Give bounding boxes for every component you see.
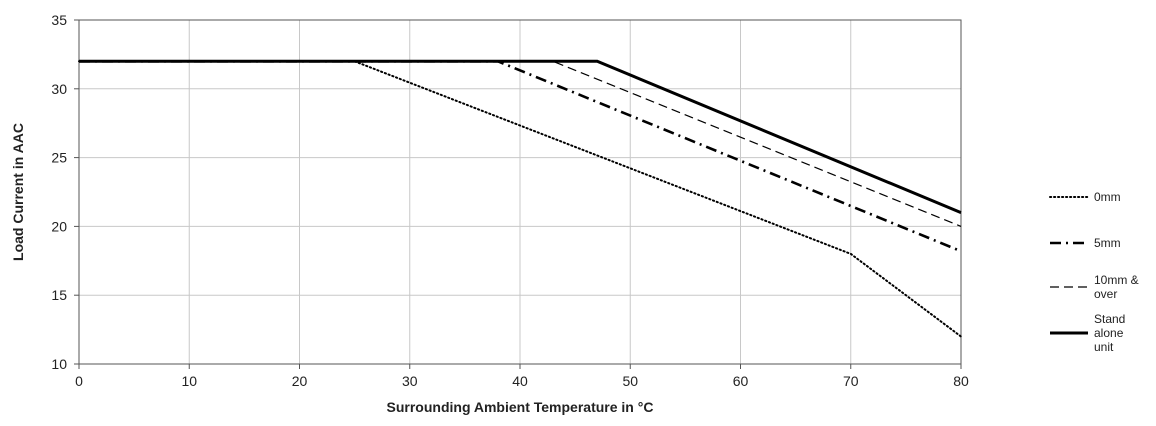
series-group [78,59,962,338]
legend-label: 5mm [1094,236,1121,250]
legend-item-5mm: 5mm [1050,236,1121,250]
y-tick-label: 30 [51,81,67,97]
x-tick-label: 30 [402,373,418,389]
x-tick-label: 80 [953,373,969,389]
x-tick-label: 40 [512,373,528,389]
legend-item-0mm: 0mm [1049,190,1121,204]
x-tick-label: 10 [181,373,197,389]
y-tick-label: 15 [51,287,67,303]
legend-label: 10mm & over [1094,273,1139,301]
axis-ticks: 0 10 20 30 40 50 60 70 80 10 15 20 25 30 35 [51,12,969,389]
x-tick-label: 70 [843,373,859,389]
x-axis-title: Surrounding Ambient Temperature in °C [387,399,654,415]
series-line-stand-alone-unit [79,59,962,214]
legend-item-10mm-over: 10mm & over [1050,273,1139,301]
y-tick-label: 20 [51,218,67,234]
y-tick-label: 25 [51,150,67,166]
x-tick-label: 60 [733,373,749,389]
x-tick-label: 0 [75,373,83,389]
x-tick-label: 20 [292,373,308,389]
legend-label: Stand alone unit [1094,312,1125,354]
legend-label: 0mm [1094,190,1121,204]
y-tick-label: 10 [51,356,67,372]
y-tick-label: 35 [51,12,67,28]
x-tick-label: 50 [622,373,638,389]
legend: 0mm 5mm 10mm & over Stand alone unit [1049,190,1139,354]
legend-item-stand-alone-unit: Stand alone unit [1050,312,1125,354]
y-axis-title: Load Current in AAC [10,123,26,261]
